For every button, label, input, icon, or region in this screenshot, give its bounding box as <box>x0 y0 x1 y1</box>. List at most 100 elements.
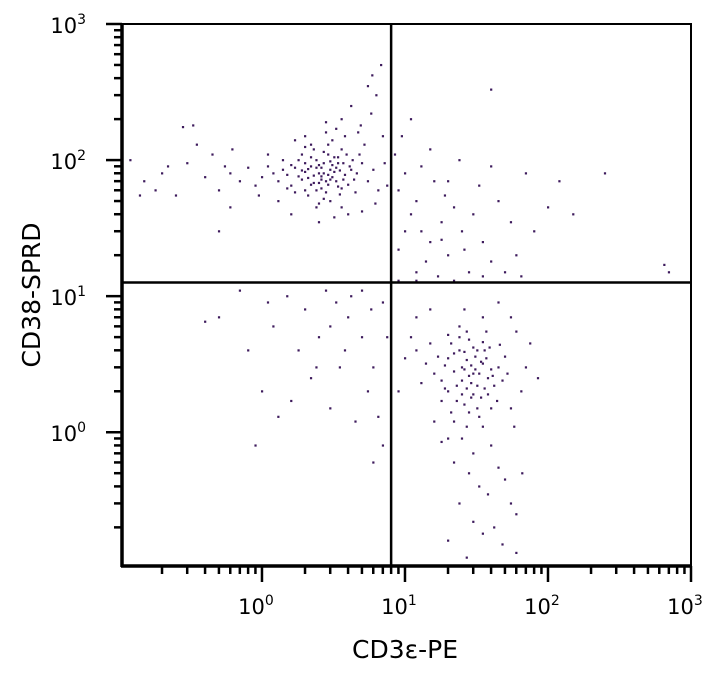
data-point <box>375 94 378 97</box>
y-tick-base: 10 <box>50 14 77 38</box>
data-point <box>347 183 350 186</box>
data-point <box>320 175 323 178</box>
data-point <box>409 213 413 216</box>
data-point <box>465 425 468 428</box>
data-point <box>211 153 214 156</box>
data-point <box>343 173 347 176</box>
data-point <box>322 172 325 175</box>
data-point <box>322 150 325 154</box>
data-point <box>460 379 464 382</box>
plot-frame <box>120 23 692 568</box>
data-point <box>286 295 289 298</box>
data-point <box>452 461 456 464</box>
data-point <box>524 172 528 175</box>
data-point <box>486 377 490 380</box>
data-point <box>357 131 360 134</box>
data-point <box>358 153 361 156</box>
data-point <box>204 320 207 323</box>
data-point <box>485 357 488 360</box>
data-point <box>229 206 232 209</box>
data-point <box>229 172 232 175</box>
data-point <box>420 230 423 233</box>
data-point <box>312 148 315 151</box>
data-point <box>515 330 518 333</box>
data-point <box>381 301 385 304</box>
data-point <box>143 180 146 183</box>
data-point <box>315 206 318 209</box>
quadrant-gates <box>122 24 691 566</box>
data-point <box>447 333 450 337</box>
data-point <box>317 202 321 205</box>
x-tick-base: 10 <box>524 595 551 619</box>
data-point <box>309 183 313 186</box>
data-point <box>465 387 468 390</box>
data-point <box>347 213 350 216</box>
data-point <box>488 346 491 349</box>
data-point <box>335 301 338 304</box>
data-point <box>286 173 289 176</box>
data-point <box>520 275 523 278</box>
plot-border <box>121 23 692 567</box>
data-point <box>293 139 297 142</box>
data-point <box>476 407 479 410</box>
x-axis-ticks: 100 101 102 103 <box>160 566 703 619</box>
data-point <box>397 248 400 251</box>
data-point <box>460 366 464 369</box>
data-point <box>347 316 350 319</box>
data-point <box>470 396 473 399</box>
data-point <box>472 372 475 375</box>
data-point <box>493 384 496 387</box>
data-point <box>440 379 443 382</box>
data-point <box>509 316 513 319</box>
data-point <box>290 399 293 403</box>
data-point <box>467 411 471 414</box>
data-point <box>336 156 340 159</box>
data-points <box>129 63 671 559</box>
data-point <box>496 399 499 403</box>
data-point <box>324 180 328 183</box>
data-point <box>372 461 375 464</box>
data-point <box>329 325 332 328</box>
x-tick-base: 10 <box>667 595 694 619</box>
data-point <box>481 275 484 278</box>
data-point <box>447 437 450 440</box>
data-point <box>472 520 475 523</box>
data-point <box>340 148 343 151</box>
data-point <box>497 366 500 369</box>
x-tick-label: 101 <box>381 593 417 619</box>
x-tick-label: 103 <box>667 593 703 619</box>
data-point <box>490 88 493 91</box>
data-point <box>383 162 386 165</box>
data-point <box>558 180 561 183</box>
data-point <box>338 366 341 369</box>
data-point <box>304 162 307 165</box>
data-point <box>329 200 332 203</box>
data-point <box>335 180 338 183</box>
data-point <box>479 360 483 363</box>
data-point <box>195 143 198 146</box>
data-point <box>497 466 500 469</box>
data-point <box>429 148 432 151</box>
data-point <box>174 194 178 197</box>
data-point <box>138 194 142 197</box>
data-point <box>300 169 304 172</box>
data-point <box>465 358 468 362</box>
data-point <box>524 366 528 369</box>
data-point <box>315 166 318 169</box>
data-point <box>340 206 343 209</box>
data-point <box>483 349 486 352</box>
data-point <box>476 349 479 352</box>
data-point <box>370 112 373 115</box>
data-point <box>327 143 330 146</box>
data-point <box>355 172 358 175</box>
y-tick-label: 103 <box>50 12 86 38</box>
data-point <box>335 127 338 130</box>
data-point <box>520 390 523 393</box>
data-point <box>277 415 280 418</box>
data-point <box>509 221 513 224</box>
data-point <box>467 472 471 475</box>
data-point <box>257 194 260 197</box>
data-point <box>366 180 370 183</box>
data-point <box>521 472 524 475</box>
data-point <box>381 444 385 447</box>
